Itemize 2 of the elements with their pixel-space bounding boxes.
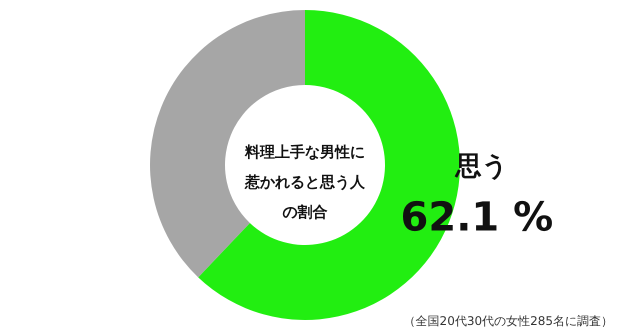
text: 料理上手な男性に惹かれると思う人の割合 <box>244 143 366 221</box>
text: （全国20代30代の女性285名に調査） <box>404 314 614 328</box>
